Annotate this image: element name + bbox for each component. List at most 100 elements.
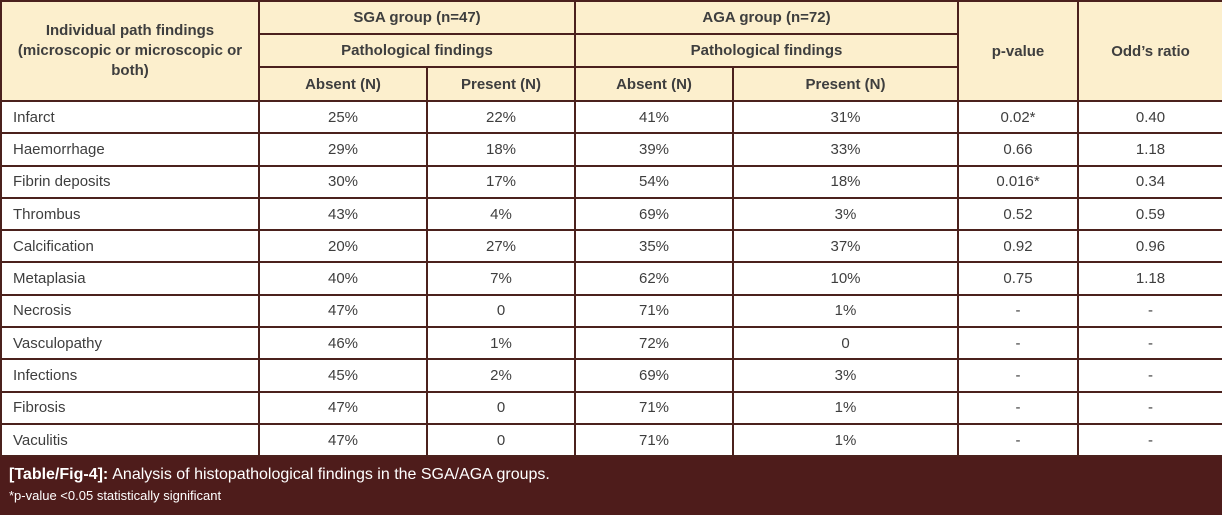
value-cell: 47% <box>258 422 428 458</box>
value-cell: 22% <box>426 99 576 135</box>
odds-ratio-cell: - <box>1077 293 1222 329</box>
odds-ratio-cell: - <box>1077 390 1222 425</box>
value-cell: 47% <box>258 293 428 329</box>
odds-ratio-cell: - <box>1077 422 1222 458</box>
finding-name-cell: Vaculitis <box>0 422 260 458</box>
value-cell: 33% <box>731 132 960 167</box>
caption-line: [Table/Fig-4]: Analysis of histopathologi… <box>9 465 1222 485</box>
value-cell: 1% <box>731 293 960 329</box>
value-cell: 0 <box>731 326 960 361</box>
caption-text: Analysis of histopathological findings i… <box>112 466 550 484</box>
odds-ratio-cell: 1.18 <box>1077 261 1222 296</box>
value-cell: 39% <box>574 132 734 167</box>
pathological-findings-header-sga: Pathological findings <box>258 33 576 68</box>
finding-name-cell: Metaplasia <box>0 261 260 296</box>
pathological-findings-header-aga: Pathological findings <box>573 33 960 68</box>
value-cell: 0 <box>426 422 576 458</box>
odds-ratio-cell: - <box>1077 358 1222 393</box>
value-cell: 2% <box>426 358 576 393</box>
p-value-cell: 0.02* <box>957 99 1080 135</box>
value-cell: 1% <box>426 326 576 361</box>
p-value-cell: 0.75 <box>957 261 1080 296</box>
p-value-cell: 0.66 <box>957 132 1080 167</box>
table-row: Metaplasia 40% 7% 62% 10% 0.75 1.18 <box>0 261 1222 296</box>
value-cell: 40% <box>258 261 428 296</box>
value-cell: 17% <box>426 164 576 199</box>
odds-ratio-cell: 0.40 <box>1077 99 1222 135</box>
odds-ratio-cell: 0.96 <box>1077 229 1222 264</box>
p-value-header: p-value <box>957 0 1080 102</box>
p-value-cell: 0.52 <box>957 196 1080 232</box>
finding-name-cell: Thrombus <box>0 196 260 232</box>
value-cell: 25% <box>258 99 428 135</box>
value-cell: 0 <box>426 390 576 425</box>
value-cell: 43% <box>258 196 428 232</box>
value-cell: 41% <box>574 99 734 135</box>
value-cell: 72% <box>574 326 734 361</box>
value-cell: 18% <box>731 164 960 199</box>
value-cell: 62% <box>574 261 734 296</box>
table-row: Fibrin deposits 30% 17% 54% 18% 0.016* 0… <box>0 164 1222 199</box>
table-row: Thrombus 43% 4% 69% 3% 0.52 0.59 <box>0 196 1222 232</box>
finding-name-cell: Fibrin deposits <box>0 164 260 199</box>
value-cell: 37% <box>731 229 960 264</box>
caption-label: [Table/Fig-4]: <box>9 466 109 484</box>
value-cell: 31% <box>731 99 960 135</box>
odds-ratio-cell: 1.18 <box>1077 132 1222 167</box>
table-row: Vasculopathy 46% 1% 72% 0 - - <box>0 326 1222 361</box>
aga-group-header: AGA group (n=72) <box>573 0 960 35</box>
odds-ratio-cell: - <box>1077 326 1222 361</box>
value-cell: 7% <box>426 261 576 296</box>
caption-footnote: *p-value <0.05 statistically significant <box>9 488 222 504</box>
p-value-cell: 0.92 <box>957 229 1080 264</box>
p-value-cell: 0.016* <box>957 164 1080 199</box>
value-cell: 27% <box>426 229 576 264</box>
table-row: Haemorrhage 29% 18% 39% 33% 0.66 1.18 <box>0 132 1222 167</box>
value-cell: 3% <box>731 196 960 232</box>
value-cell: 20% <box>258 229 428 264</box>
finding-name-cell: Calcification <box>0 229 260 264</box>
table-row: Vaculitis 47% 0 71% 1% - - <box>0 422 1222 458</box>
finding-name-cell: Vasculopathy <box>0 326 260 361</box>
value-cell: 46% <box>258 326 428 361</box>
p-value-cell: - <box>957 390 1080 425</box>
histopathology-table: Individual path findings (microscopic or… <box>0 0 1222 458</box>
odds-ratio-header: Odd’s ratio <box>1077 0 1222 102</box>
p-value-cell: - <box>957 293 1080 329</box>
absent-header-aga: Absent (N) <box>574 66 734 102</box>
present-header-sga: Present (N) <box>426 66 576 102</box>
finding-name-cell: Infections <box>0 358 260 393</box>
value-cell: 71% <box>574 293 734 329</box>
absent-header-sga: Absent (N) <box>258 66 428 102</box>
p-value-cell: - <box>957 358 1080 393</box>
p-value-cell: - <box>957 326 1080 361</box>
present-header-aga: Present (N) <box>731 66 960 102</box>
p-value-cell: - <box>957 422 1080 458</box>
value-cell: 47% <box>258 390 428 425</box>
figure-caption-band: [Table/Fig-4]: Analysis of histopathologi… <box>0 457 1222 515</box>
value-cell: 71% <box>574 422 734 458</box>
value-cell: 45% <box>258 358 428 393</box>
value-cell: 0 <box>426 293 576 329</box>
value-cell: 18% <box>426 132 576 167</box>
odds-ratio-cell: 0.59 <box>1077 196 1222 232</box>
value-cell: 35% <box>574 229 734 264</box>
table-row: Necrosis 47% 0 71% 1% - - <box>0 293 1222 329</box>
value-cell: 30% <box>258 164 428 199</box>
value-cell: 69% <box>574 358 734 393</box>
table-row: Infarct 25% 22% 41% 31% 0.02* 0.40 <box>0 99 1222 135</box>
value-cell: 29% <box>258 132 428 167</box>
value-cell: 71% <box>574 390 734 425</box>
value-cell: 69% <box>574 196 734 232</box>
sga-group-header: SGA group (n=47) <box>258 0 576 35</box>
value-cell: 3% <box>731 358 960 393</box>
table-row: Fibrosis 47% 0 71% 1% - - <box>0 390 1222 425</box>
finding-name-cell: Haemorrhage <box>0 132 260 167</box>
table-row: Calcification 20% 27% 35% 37% 0.92 0.96 <box>0 229 1222 264</box>
value-cell: 10% <box>731 261 960 296</box>
value-cell: 4% <box>426 196 576 232</box>
value-cell: 1% <box>731 390 960 425</box>
value-cell: 1% <box>731 422 960 458</box>
table-row: Infections 45% 2% 69% 3% - - <box>0 358 1222 393</box>
